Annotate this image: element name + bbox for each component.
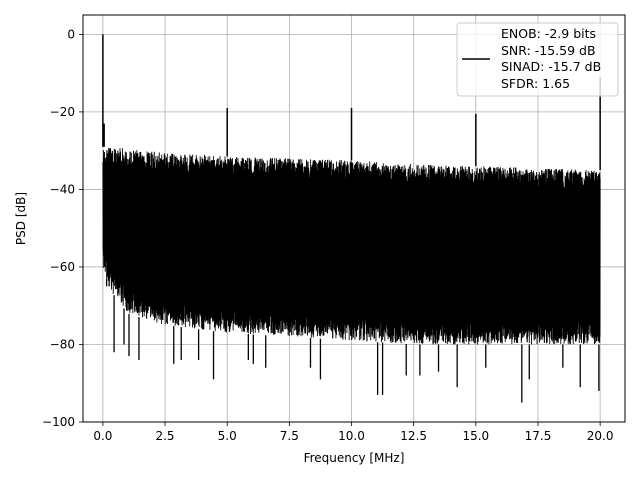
y-tick-label: −60 <box>50 260 75 274</box>
y-tick-label: −20 <box>50 105 75 119</box>
legend-entry-snr: SNR: -15.59 dB <box>501 43 596 58</box>
y-tick-label: −80 <box>50 337 75 351</box>
x-tick-label: 17.5 <box>525 429 552 443</box>
x-axis-label: Frequency [MHz] <box>304 451 405 465</box>
x-tick-label: 10.0 <box>338 429 365 443</box>
x-tick-label: 0.0 <box>93 429 112 443</box>
y-tick-label: −100 <box>42 415 75 429</box>
legend-entry-sfdr: SFDR: 1.65 <box>501 76 570 91</box>
x-tick-label: 5.0 <box>218 429 237 443</box>
x-tick-label: 20.0 <box>587 429 614 443</box>
y-axis-label: PSD [dB] <box>14 192 28 245</box>
legend-box <box>456 22 619 97</box>
legend-entry-sinad: SINAD: -15.7 dB <box>501 59 601 74</box>
x-tick-label: 7.5 <box>280 429 299 443</box>
legend-entry-enob: ENOB: -2.9 bits <box>501 26 596 41</box>
y-tick-label: 0 <box>67 27 75 41</box>
plot-area <box>102 34 601 403</box>
x-tick-label: 2.5 <box>155 429 174 443</box>
y-tick-label: −40 <box>50 182 75 196</box>
x-tick-label: 15.0 <box>462 429 489 443</box>
psd-trace <box>102 147 601 345</box>
legend: ENOB: -2.9 bits SNR: -15.59 dB SINAD: -1… <box>456 22 619 97</box>
axes-frame <box>82 14 626 423</box>
x-tick-label: 12.5 <box>400 429 427 443</box>
x-axis-ticks: 0.0 2.5 5.0 7.5 10.0 12.5 15.0 17.5 20.0 <box>93 422 613 443</box>
y-axis-ticks: 0 −20 −40 −60 −80 −100 <box>42 27 83 429</box>
